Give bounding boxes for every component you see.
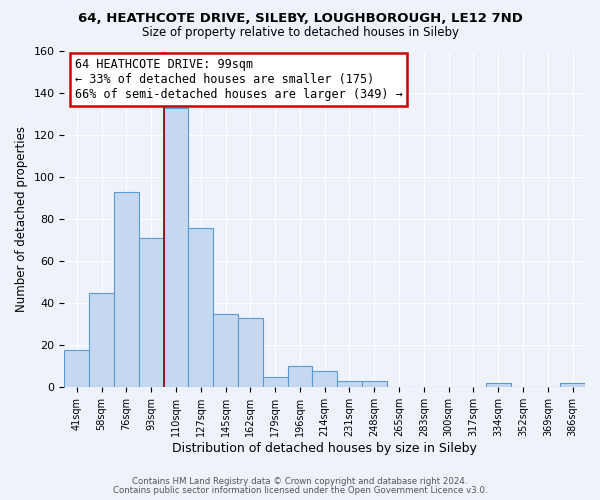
Text: 64, HEATHCOTE DRIVE, SILEBY, LOUGHBOROUGH, LE12 7ND: 64, HEATHCOTE DRIVE, SILEBY, LOUGHBOROUG… xyxy=(77,12,523,26)
Y-axis label: Number of detached properties: Number of detached properties xyxy=(15,126,28,312)
Bar xyxy=(64,350,89,388)
Text: 64 HEATHCOTE DRIVE: 99sqm
← 33% of detached houses are smaller (175)
66% of semi: 64 HEATHCOTE DRIVE: 99sqm ← 33% of detac… xyxy=(75,58,403,101)
Text: Size of property relative to detached houses in Sileby: Size of property relative to detached ho… xyxy=(142,26,458,39)
Bar xyxy=(287,366,313,388)
Bar xyxy=(362,381,386,388)
Bar xyxy=(213,314,238,388)
Bar xyxy=(337,381,362,388)
Bar xyxy=(89,293,114,388)
Bar xyxy=(164,108,188,388)
Text: Contains HM Land Registry data © Crown copyright and database right 2024.: Contains HM Land Registry data © Crown c… xyxy=(132,477,468,486)
Bar xyxy=(188,228,213,388)
X-axis label: Distribution of detached houses by size in Sileby: Distribution of detached houses by size … xyxy=(172,442,477,455)
Bar xyxy=(114,192,139,388)
Bar xyxy=(238,318,263,388)
Bar xyxy=(313,370,337,388)
Text: Contains public sector information licensed under the Open Government Licence v3: Contains public sector information licen… xyxy=(113,486,487,495)
Bar xyxy=(263,377,287,388)
Bar xyxy=(560,383,585,388)
Bar xyxy=(486,383,511,388)
Bar xyxy=(139,238,164,388)
